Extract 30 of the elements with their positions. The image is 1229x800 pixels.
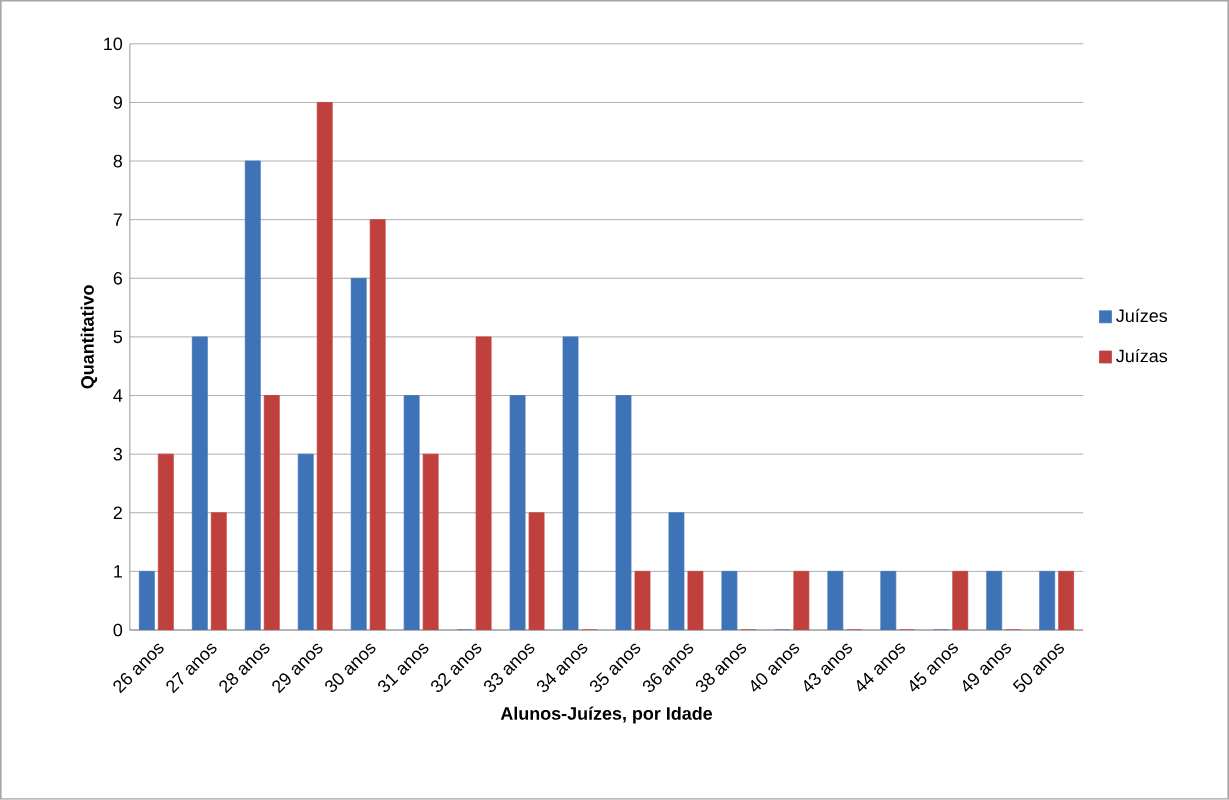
bar <box>244 160 261 631</box>
y-tick-label: 8 <box>113 154 123 168</box>
bar <box>138 571 155 631</box>
legend-label: Juízas <box>1116 348 1168 363</box>
y-tick-label: 2 <box>113 506 122 520</box>
bar <box>880 571 897 631</box>
bar <box>668 512 685 631</box>
y-tick-label: 10 <box>104 37 123 51</box>
y-axis-title: Quantitativo <box>80 285 98 389</box>
y-tick-label: 7 <box>113 213 122 226</box>
x-axis-title: Alunos-Juízes, por Idade <box>500 706 713 724</box>
y-tick-label: 9 <box>113 96 122 109</box>
bar <box>986 571 1003 631</box>
bar <box>1039 571 1056 631</box>
bar <box>297 453 314 631</box>
bar <box>191 336 208 631</box>
y-tick-label: 4 <box>113 389 123 402</box>
y-tick-label: 1 <box>114 565 122 578</box>
bar <box>827 571 844 631</box>
bar <box>509 395 526 631</box>
bar <box>615 395 632 631</box>
bar <box>721 571 738 631</box>
bar <box>350 277 367 631</box>
bar <box>403 395 420 631</box>
y-tick-label: 3 <box>113 447 123 461</box>
y-tick-label: 5 <box>113 330 123 344</box>
bar <box>562 336 579 631</box>
y-tick-label: 0 <box>113 623 123 637</box>
legend-label: Juízes <box>1116 308 1168 323</box>
y-tick-label: 6 <box>113 271 123 285</box>
